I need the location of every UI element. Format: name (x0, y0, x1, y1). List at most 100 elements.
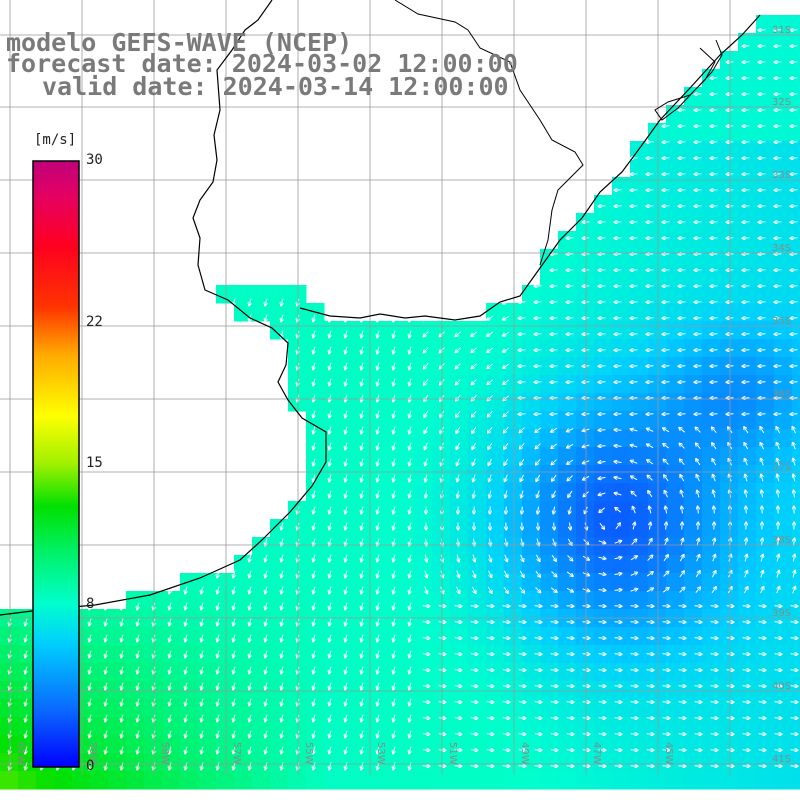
wind-speed-cell (324, 393, 343, 412)
wind-arrow (647, 460, 654, 465)
wind-arrow (777, 475, 779, 482)
wind-arrow (473, 554, 475, 562)
wind-speed-cell (774, 411, 793, 430)
wind-speed-cell (432, 627, 451, 646)
wind-speed-cell (414, 357, 433, 376)
wind-arrow (760, 427, 765, 434)
wind-arrow (745, 539, 746, 546)
wind-speed-cell (252, 645, 271, 664)
wind-speed-cell (720, 339, 739, 358)
wind-speed-cell (720, 519, 739, 538)
wind-speed-cell (702, 717, 721, 736)
wind-speed-cell (378, 537, 397, 556)
wind-arrow (777, 491, 778, 498)
wind-speed-cell (684, 735, 703, 754)
wind-speed-cell (522, 285, 541, 304)
wind-speed-cell (504, 627, 523, 646)
wind-arrow (520, 458, 525, 465)
wind-speed-cell (396, 375, 415, 394)
wind-speed-cell (396, 753, 415, 772)
wind-speed-cell (630, 573, 649, 592)
wind-speed-cell (162, 591, 181, 610)
wind-speed-cell (720, 555, 739, 574)
wind-speed-cell (792, 231, 800, 250)
wind-speed-cell (414, 537, 433, 556)
wind-arrow (679, 428, 686, 433)
wind-speed-cell (414, 321, 433, 340)
wind-arrow (424, 347, 429, 352)
wind-speed-cell (450, 321, 469, 340)
latitude-label: 31S (772, 25, 791, 36)
wind-speed-cell (666, 321, 685, 340)
wind-speed-cell (396, 735, 415, 754)
wind-arrow (249, 554, 251, 562)
wind-speed-cell (738, 717, 757, 736)
wind-speed-cell (576, 411, 595, 430)
wind-arrow (615, 508, 622, 513)
wind-speed-cell (288, 357, 307, 376)
wind-speed-cell (720, 753, 739, 772)
wind-arrow (522, 506, 523, 514)
wind-arrow (457, 554, 459, 562)
wind-arrow (630, 556, 637, 561)
wind-speed-cell (486, 537, 505, 556)
wind-arrow (409, 378, 411, 386)
wind-arrow (345, 426, 347, 434)
wind-speed-cell (756, 483, 775, 502)
wind-arrow (489, 554, 491, 562)
wind-speed-cell (396, 501, 415, 520)
wind-speed-cell (414, 771, 433, 790)
wind-speed-cell (198, 771, 217, 790)
wind-speed-cell (252, 699, 271, 718)
wind-arrow (281, 378, 283, 386)
wind-speed-cell (684, 519, 703, 538)
wind-speed-cell (684, 357, 703, 376)
wind-arrow (393, 346, 395, 354)
wind-arrow (393, 426, 395, 434)
wind-arrow (313, 570, 315, 578)
wind-arrow (680, 459, 685, 466)
wind-speed-cell (630, 303, 649, 322)
wind-arrow (631, 492, 637, 497)
longitude-label: 61W (15, 742, 26, 765)
wind-speed-cell (756, 717, 775, 736)
wind-speed-cell (648, 519, 667, 538)
wind-speed-cell (306, 627, 325, 646)
wind-speed-cell (720, 177, 739, 196)
wind-speed-cell (648, 249, 667, 268)
wind-arrow (647, 476, 653, 481)
wind-arrow (361, 554, 363, 562)
wind-speed-cell (108, 627, 127, 646)
wind-speed-cell (108, 771, 127, 790)
wind-speed-cell (630, 447, 649, 466)
wind-arrow (794, 491, 795, 498)
wind-speed-cell (306, 375, 325, 394)
wind-arrow (377, 426, 379, 434)
wind-speed-cell (792, 447, 800, 466)
wind-speed-cell (180, 735, 199, 754)
wind-speed-cell (342, 627, 361, 646)
wind-speed-cell (108, 663, 127, 682)
wind-speed-cell (306, 645, 325, 664)
wind-arrow (551, 459, 557, 465)
wind-speed-cell (630, 645, 649, 664)
wind-arrow (664, 539, 668, 546)
wind-speed-cell (792, 159, 800, 178)
wind-arrow (409, 330, 411, 338)
wind-arrow (599, 477, 606, 478)
wind-speed-cell (288, 573, 307, 592)
wind-speed-cell (738, 519, 757, 538)
wind-speed-cell (702, 267, 721, 286)
wind-arrow (487, 379, 493, 385)
wind-speed-cell (396, 717, 415, 736)
wind-speed-cell (252, 681, 271, 700)
wind-speed-cell (540, 267, 559, 286)
wind-speed-cell (270, 303, 289, 322)
wind-speed-cell (234, 591, 253, 610)
wind-speed-cell (468, 555, 487, 574)
wind-arrow (552, 474, 557, 481)
wind-speed-cell (684, 573, 703, 592)
wind-arrow (345, 330, 347, 338)
wind-speed-cell (792, 681, 800, 700)
wind-speed-cell (504, 645, 523, 664)
